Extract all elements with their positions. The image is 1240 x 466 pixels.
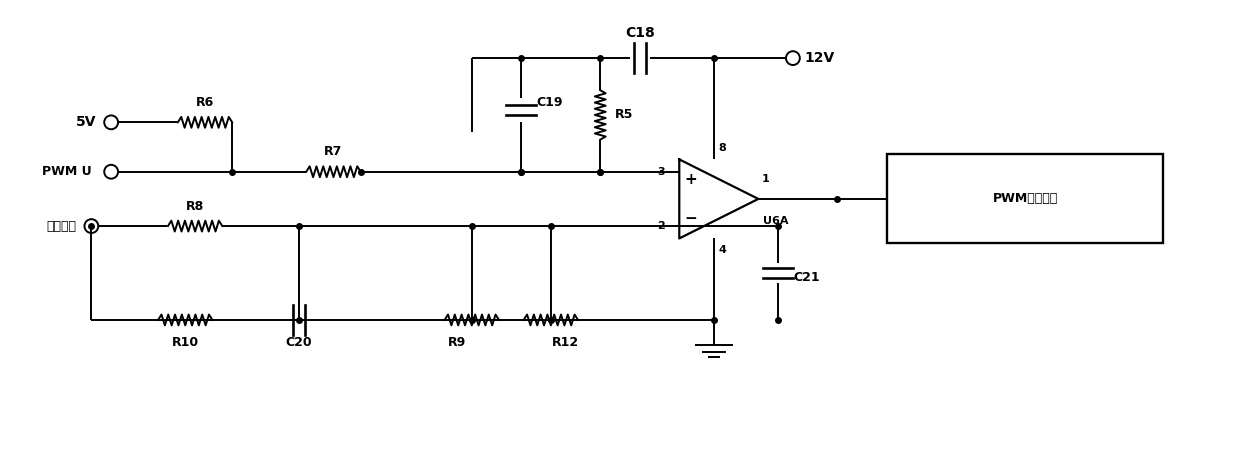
Text: PWM U: PWM U [42,165,92,178]
Text: PWM控制芯片: PWM控制芯片 [992,192,1058,206]
Text: 12V: 12V [805,51,835,65]
Text: C19: C19 [536,96,563,109]
Text: C18: C18 [625,27,655,41]
Text: 输出电压: 输出电压 [47,219,77,233]
Text: R8: R8 [186,200,205,213]
Text: R9: R9 [448,336,466,349]
Text: 1: 1 [761,174,769,184]
Text: 3: 3 [657,167,665,177]
Text: R12: R12 [552,336,579,349]
Text: +: + [684,171,698,187]
Text: R6: R6 [196,96,215,109]
Text: 5V: 5V [76,116,97,130]
Text: R10: R10 [171,336,198,349]
Text: 4: 4 [719,245,727,255]
Text: R5: R5 [615,109,634,122]
Bar [887,154,1163,243]
Text: 2: 2 [657,221,665,231]
Text: C21: C21 [792,272,820,284]
Text: 8: 8 [719,143,727,152]
Text: −: − [684,211,698,226]
Text: C20: C20 [285,336,312,349]
Text: R7: R7 [325,145,342,158]
Text: U6A: U6A [764,216,789,226]
